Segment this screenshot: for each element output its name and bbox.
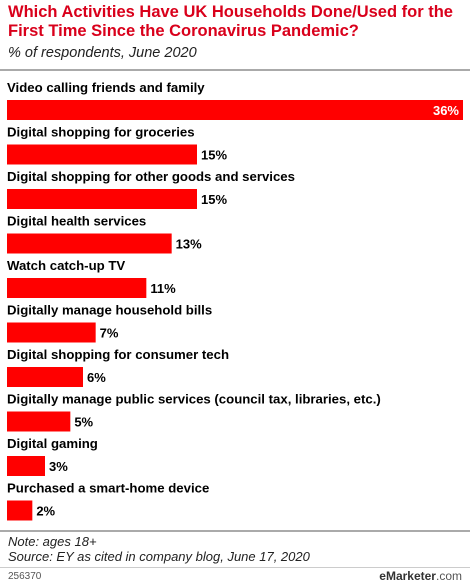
chart-source: Source: EY as cited in company blog, Jun…: [8, 549, 310, 564]
brand-prefix: e: [379, 569, 386, 583]
value-label: 7%: [100, 326, 119, 341]
bar: [7, 233, 172, 254]
value-label: 15%: [201, 192, 227, 207]
chart-subtitle: % of respondents, June 2020: [8, 45, 197, 61]
chart-id: 256370: [8, 571, 42, 582]
chart-title: Which Activities Have UK Households Done…: [8, 3, 453, 40]
category-label: Purchased a smart-home device: [7, 481, 209, 496]
bar: [7, 144, 197, 165]
value-label: 3%: [49, 459, 68, 474]
category-label: Watch catch-up TV: [7, 258, 125, 273]
category-label: Digital shopping for other goods and ser…: [7, 169, 295, 184]
value-label: 13%: [176, 237, 202, 252]
value-label: 5%: [74, 415, 93, 430]
top-divider: [0, 69, 470, 71]
bar-chart: Video calling friends and family 36% Digit…: [7, 80, 463, 521]
category-label: Digitally manage household bills: [7, 303, 212, 318]
bar: [7, 411, 71, 432]
bar: [7, 322, 96, 343]
category-label: Video calling friends and family: [7, 80, 205, 95]
category-label: Digitally manage public services (counci…: [7, 392, 381, 407]
category-label: Digital health services: [7, 214, 146, 229]
brand-name: Marketer: [385, 569, 436, 583]
value-label: 36%: [433, 103, 459, 118]
category-label: Digital gaming: [7, 436, 98, 451]
chart-note: Note: ages 18+: [8, 534, 97, 549]
brand-suffix: .com: [435, 569, 462, 583]
bar: [7, 100, 463, 120]
bar: [7, 456, 45, 476]
bar: [7, 500, 33, 521]
value-label: 2%: [36, 504, 55, 519]
bar: [7, 189, 197, 209]
category-label: Digital shopping for consumer tech: [7, 347, 229, 362]
value-label: 11%: [150, 281, 176, 296]
value-label: 15%: [201, 148, 227, 163]
footer-divider: [0, 567, 470, 568]
bottom-divider: [0, 530, 470, 532]
emarketer-logo[interactable]: eMarketer.com: [379, 569, 462, 583]
bar: [7, 278, 147, 298]
value-label: 6%: [87, 370, 106, 385]
bar: [7, 367, 83, 387]
category-label: Digital shopping for groceries: [7, 125, 195, 140]
